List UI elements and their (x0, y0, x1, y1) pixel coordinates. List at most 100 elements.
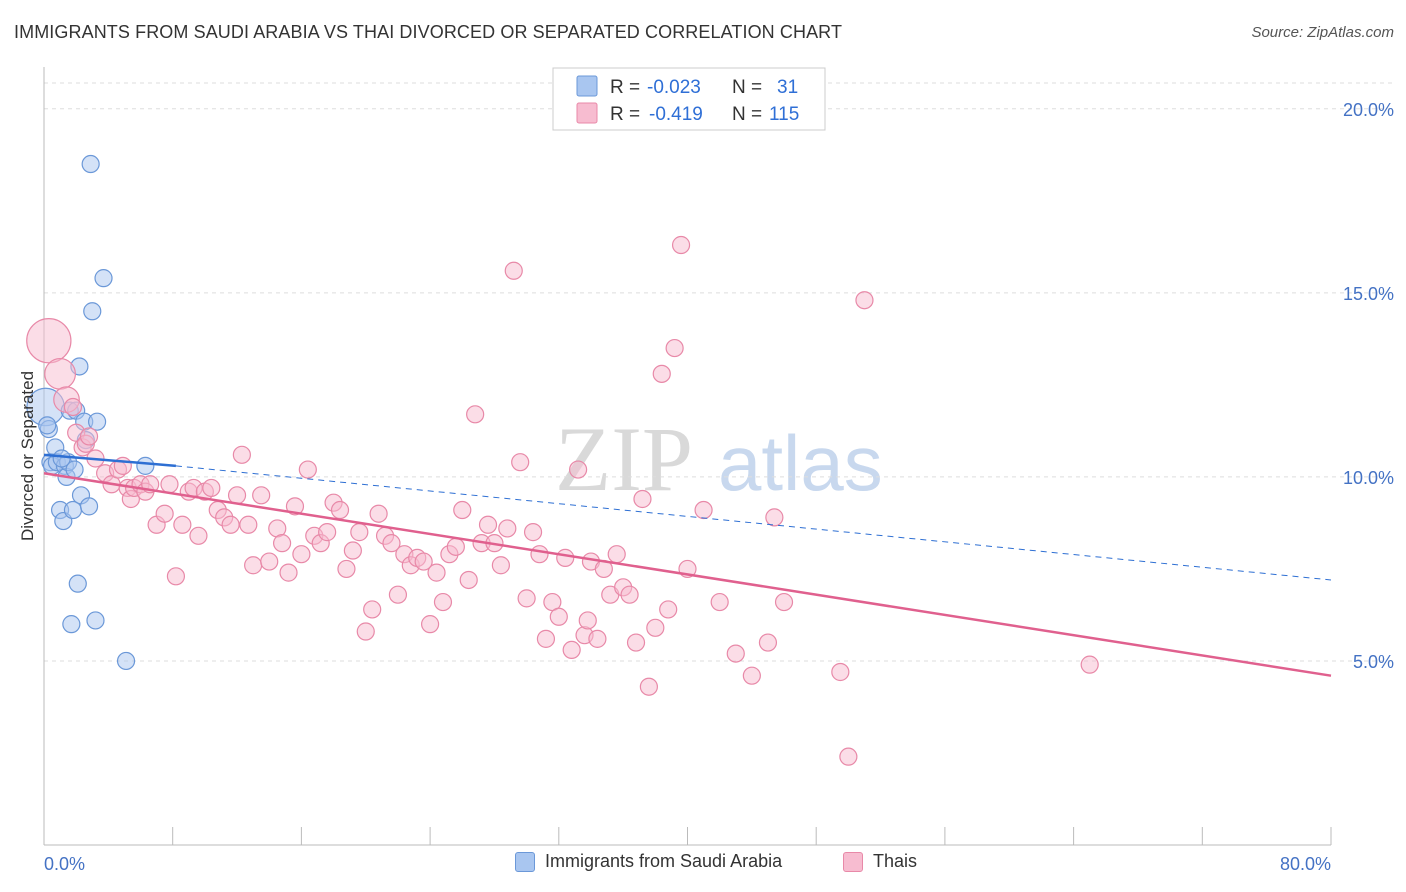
point-thais (292, 545, 311, 564)
point-thais (26, 318, 72, 364)
point-thais (620, 585, 639, 604)
point-thais (227, 486, 247, 505)
point-thais (549, 607, 568, 626)
chart-title: IMMIGRANTS FROM SAUDI ARABIA VS THAI DIV… (14, 22, 843, 42)
legend-label-saudi-arabia: Immigrants from Saudi Arabia (545, 851, 783, 871)
legend-r-label-2: R = (610, 104, 640, 125)
point-thais (427, 563, 446, 582)
point-thais (298, 460, 317, 479)
point-thais (260, 552, 279, 571)
point-thais (659, 600, 678, 619)
point-thais (478, 515, 498, 534)
legend-item-thais: Thais (843, 851, 917, 872)
point-thais (189, 526, 208, 545)
y-tick-label: 5.0% (1353, 652, 1394, 672)
point-thais (350, 523, 369, 542)
point-thais (665, 338, 684, 358)
point-thais (466, 405, 485, 424)
point-thais (671, 235, 691, 255)
point-thais (232, 445, 251, 464)
source-label: Source: ZipAtlas.com (1251, 24, 1394, 41)
point-thais (855, 291, 874, 310)
legend-n-label-1: N = (732, 77, 762, 98)
point-thais (343, 541, 362, 560)
point-thais (382, 534, 401, 553)
point-thais (221, 515, 240, 534)
legend-r-value-2: -0.419 (649, 104, 703, 125)
y-tick-label: 20.0% (1343, 100, 1394, 120)
legend-swatch-saudi-arabia (515, 851, 535, 872)
point-thais (202, 478, 221, 498)
point-saudi-arabia (52, 449, 71, 468)
point-thais (388, 585, 408, 604)
point-thais (831, 662, 850, 682)
point-thais (774, 592, 794, 612)
trend-line-saudi-arabia (43, 453, 177, 468)
point-thais (244, 556, 263, 575)
point-thais (363, 600, 382, 619)
x-tick-label: 0.0% (44, 854, 85, 874)
point-saudi-arabia (81, 154, 100, 174)
gridlines (44, 82, 1394, 662)
point-thais (330, 500, 350, 520)
point-thais (285, 497, 305, 516)
point-thais (491, 556, 510, 575)
point-thais (556, 548, 575, 567)
legend-n-label-2: N = (732, 104, 762, 125)
point-thais (318, 523, 337, 542)
point-thais (569, 460, 588, 479)
trend-line-thais (43, 471, 1332, 677)
point-thais (446, 537, 465, 556)
point-thais (166, 567, 186, 586)
legend-swatch-pink (576, 102, 598, 124)
legend-label-thais: Thais (873, 851, 918, 871)
point-saudi-arabia (62, 615, 81, 634)
series-thais-points (26, 235, 1099, 766)
point-saudi-arabia (87, 412, 107, 431)
y-tick-label: 10.0% (1343, 468, 1394, 488)
point-saudi-arabia (79, 497, 99, 516)
point-thais (536, 629, 556, 648)
point-thais (710, 592, 729, 612)
point-thais (523, 523, 543, 542)
point-thais (272, 534, 292, 553)
point-saudi-arabia (94, 269, 113, 288)
point-thais (433, 592, 453, 612)
point-thais (517, 589, 536, 608)
watermark-zip: ZIP (555, 408, 693, 510)
point-thais (453, 500, 472, 520)
point-thais (504, 261, 523, 280)
point-thais (588, 629, 607, 648)
point-thais (758, 633, 778, 652)
legend-item-saudi-arabia: Immigrants from Saudi Arabia (515, 851, 782, 872)
point-thais (839, 747, 858, 766)
point-saudi-arabia (68, 574, 87, 593)
point-thais (155, 504, 174, 523)
point-thais (337, 559, 356, 579)
point-thais (44, 357, 76, 390)
legend-n-value-2: 115 (769, 104, 799, 125)
point-thais (160, 475, 179, 494)
point-saudi-arabia (83, 302, 102, 321)
y-axis-label: Divorced or Separated (18, 371, 37, 541)
point-thais (646, 618, 665, 637)
point-thais (1080, 655, 1099, 674)
point-thais (626, 633, 646, 652)
watermark-atlas: atlas (718, 419, 883, 507)
point-thais (742, 666, 761, 685)
point-saudi-arabia (38, 416, 57, 435)
point-thais (459, 570, 478, 590)
top-legend: R = -0.023 N = 31 R = -0.419 N = 115 (552, 67, 826, 131)
point-thais (79, 427, 99, 446)
point-thais (633, 489, 652, 509)
point-thais (511, 453, 530, 472)
point-thais (765, 508, 784, 527)
point-thais (173, 515, 192, 534)
point-thais (279, 563, 298, 582)
point-thais (63, 397, 83, 417)
point-thais (652, 364, 671, 383)
legend-r-label-1: R = (610, 77, 640, 98)
tick-labels: 5.0% 10.0% 15.0% 20.0% 0.0% 80.0% (44, 100, 1394, 874)
point-thais (498, 519, 517, 538)
x-tick-label: 80.0% (1280, 854, 1331, 874)
